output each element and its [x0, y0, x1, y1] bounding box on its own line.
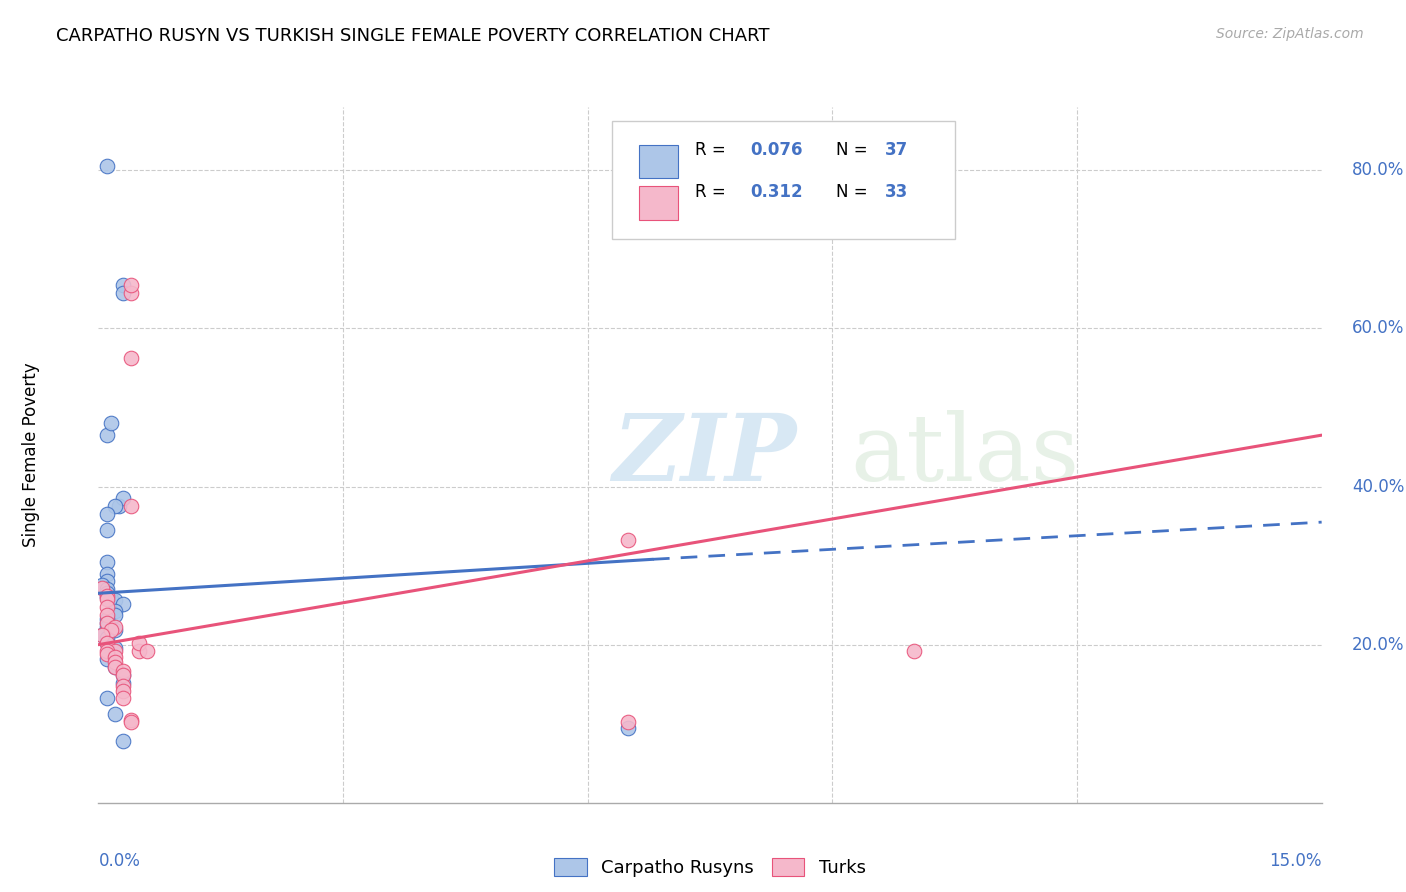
- Point: [104, 655, 127, 669]
- Text: 60.0%: 60.0%: [1353, 319, 1405, 337]
- Point: [120, 715, 142, 730]
- Point: [91, 578, 114, 592]
- FancyBboxPatch shape: [612, 121, 955, 239]
- Point: [96, 611, 118, 625]
- Point: [111, 491, 134, 506]
- Text: ZIP: ZIP: [612, 410, 796, 500]
- Point: [96, 636, 118, 650]
- Point: [111, 667, 134, 681]
- Point: [108, 500, 131, 514]
- Text: 33: 33: [884, 183, 908, 201]
- Point: [96, 636, 118, 650]
- Point: [128, 644, 150, 658]
- Point: [96, 647, 118, 661]
- Point: [96, 507, 118, 521]
- Point: [111, 285, 134, 300]
- Point: [96, 555, 118, 569]
- Point: [104, 593, 127, 607]
- Point: [96, 523, 118, 537]
- Point: [111, 664, 134, 678]
- Point: [111, 734, 134, 748]
- Text: 0.076: 0.076: [751, 141, 803, 159]
- Point: [91, 628, 114, 642]
- Text: CARPATHO RUSYN VS TURKISH SINGLE FEMALE POVERTY CORRELATION CHART: CARPATHO RUSYN VS TURKISH SINGLE FEMALE …: [56, 27, 769, 45]
- Point: [104, 650, 127, 665]
- Point: [100, 624, 122, 638]
- Point: [96, 591, 118, 605]
- Text: 40.0%: 40.0%: [1353, 477, 1405, 496]
- Point: [120, 500, 142, 514]
- Text: N =: N =: [837, 141, 873, 159]
- FancyBboxPatch shape: [640, 145, 678, 178]
- Point: [96, 591, 118, 606]
- Point: [111, 597, 134, 611]
- Text: Source: ZipAtlas.com: Source: ZipAtlas.com: [1216, 27, 1364, 41]
- Point: [104, 620, 127, 634]
- Point: [100, 591, 122, 606]
- Text: 15.0%: 15.0%: [1270, 852, 1322, 870]
- Point: [96, 589, 118, 603]
- Point: [100, 417, 122, 431]
- Point: [96, 428, 118, 442]
- Text: atlas: atlas: [851, 410, 1080, 500]
- Point: [96, 574, 118, 589]
- Point: [104, 660, 127, 674]
- Point: [617, 533, 640, 548]
- Text: N =: N =: [837, 183, 873, 201]
- Point: [104, 500, 127, 514]
- Point: [104, 707, 127, 722]
- Point: [111, 277, 134, 292]
- Point: [903, 644, 925, 658]
- Point: [96, 607, 118, 622]
- Point: [96, 615, 118, 630]
- Point: [120, 285, 142, 300]
- Point: [96, 615, 118, 630]
- Text: R =: R =: [696, 141, 731, 159]
- Point: [104, 624, 127, 638]
- Point: [111, 667, 134, 681]
- Point: [104, 607, 127, 622]
- FancyBboxPatch shape: [640, 186, 678, 219]
- Point: [96, 599, 118, 614]
- Point: [104, 605, 127, 619]
- Point: [111, 675, 134, 690]
- Point: [104, 644, 127, 658]
- Point: [96, 644, 118, 658]
- Text: 20.0%: 20.0%: [1353, 636, 1405, 654]
- Point: [128, 636, 150, 650]
- Point: [91, 581, 114, 595]
- Point: [96, 691, 118, 706]
- Point: [120, 277, 142, 292]
- Point: [136, 644, 159, 658]
- Point: [96, 159, 118, 173]
- Text: 80.0%: 80.0%: [1353, 161, 1405, 179]
- Point: [104, 660, 127, 674]
- Point: [96, 652, 118, 666]
- Point: [96, 582, 118, 597]
- Text: 0.0%: 0.0%: [98, 852, 141, 870]
- Point: [111, 691, 134, 706]
- Point: [104, 640, 127, 655]
- Point: [111, 683, 134, 698]
- Point: [617, 721, 640, 735]
- Text: 37: 37: [884, 141, 908, 159]
- Point: [617, 715, 640, 730]
- Point: [120, 351, 142, 366]
- Text: 0.312: 0.312: [751, 183, 803, 201]
- Point: [96, 566, 118, 581]
- Point: [111, 679, 134, 693]
- Point: [96, 620, 118, 634]
- Legend: Carpatho Rusyns, Turks: Carpatho Rusyns, Turks: [554, 858, 866, 877]
- Point: [120, 713, 142, 727]
- Point: [91, 628, 114, 642]
- Point: [96, 586, 118, 600]
- Text: Single Female Poverty: Single Female Poverty: [22, 363, 41, 547]
- Point: [96, 632, 118, 646]
- Text: R =: R =: [696, 183, 731, 201]
